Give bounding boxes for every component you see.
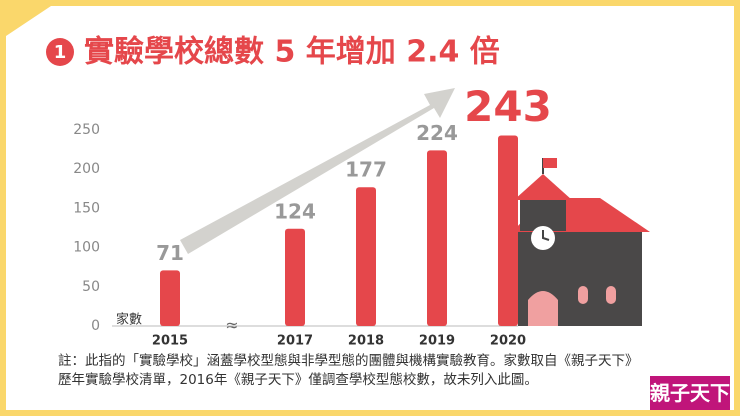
x-tick-label: 2020: [490, 334, 526, 349]
y-tick-label: 100: [73, 240, 100, 256]
chart-title: 實驗學校總數 5 年增加 2.4 倍: [84, 35, 500, 70]
bar: [160, 270, 180, 326]
y-unit-label: 家數: [116, 312, 142, 328]
x-tick-label: 2017: [277, 334, 313, 349]
x-tick-label: 2015: [152, 334, 188, 349]
axis-break: ≈: [225, 316, 238, 335]
x-tick-label: 2019: [419, 334, 455, 349]
y-tick-label: 150: [73, 200, 100, 216]
value-label: 224: [416, 121, 458, 145]
logo: 親子天下: [650, 376, 730, 410]
bar: [498, 135, 518, 326]
trend-arrow: [180, 88, 455, 254]
y-tick-label: 0: [91, 318, 100, 334]
school-building: [512, 158, 650, 326]
y-tick-label: 200: [73, 161, 100, 177]
x-tick-label: 2018: [348, 334, 384, 349]
y-tick-label: 50: [82, 279, 100, 295]
value-label: 243: [464, 82, 552, 131]
note: 註：此指的「實驗學校」涵蓋學校型態與非學型態的團體與機構實驗教育。家數取自《親子…: [58, 353, 632, 388]
title-number: 1: [54, 42, 67, 63]
bar: [356, 187, 376, 326]
value-label: 71: [156, 241, 184, 265]
title-badge: [46, 38, 74, 66]
y-tick-label: 250: [73, 122, 100, 138]
value-label: 177: [345, 158, 387, 182]
value-label: 124: [274, 199, 316, 223]
corner: [0, 0, 60, 40]
bar: [427, 150, 447, 326]
bar: [285, 228, 305, 326]
